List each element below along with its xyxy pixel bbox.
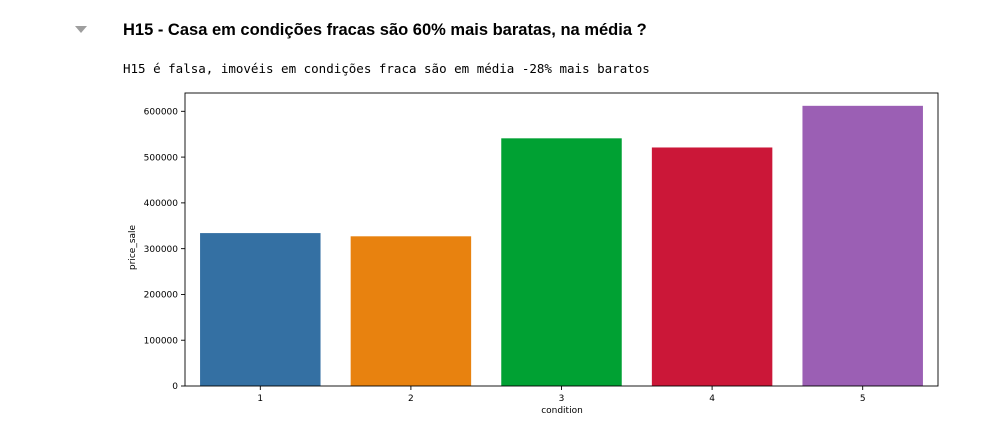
bar-5	[802, 105, 923, 386]
bar-4	[651, 147, 773, 386]
y-tick-label: 600000	[144, 108, 179, 118]
cell-output-text: H15 é falsa, imovéis em condições fraca …	[123, 61, 650, 76]
collapse-caret-icon[interactable]	[74, 24, 88, 36]
bar-chart-svg: 0 100000 200000 300000 400000 500000 600000 1 2 3…	[128, 92, 939, 416]
x-tick-label: 1	[257, 394, 263, 404]
y-tick-label: 100000	[144, 336, 179, 346]
y-tick-label: 0	[172, 382, 178, 392]
x-tick-label: 3	[559, 394, 565, 404]
bar-3	[501, 138, 622, 386]
bar-1	[200, 233, 321, 386]
x-tick-label: 2	[408, 394, 414, 404]
x-tick-label: 4	[709, 394, 715, 404]
x-axis-label: condition	[541, 406, 583, 416]
x-tick-label: 5	[860, 394, 866, 404]
y-axis-label: price_sale	[128, 224, 138, 270]
y-tick-label: 300000	[144, 245, 179, 255]
y-tick-label: 200000	[144, 291, 179, 301]
y-tick-label: 400000	[144, 199, 179, 209]
bar-chart: 0 100000 200000 300000 400000 500000 600000 1 2 3…	[120, 88, 950, 423]
y-tick-label: 500000	[144, 153, 179, 163]
cell-heading: H15 - Casa em condições fracas são 60% m…	[123, 21, 647, 39]
bar-2	[350, 236, 472, 386]
